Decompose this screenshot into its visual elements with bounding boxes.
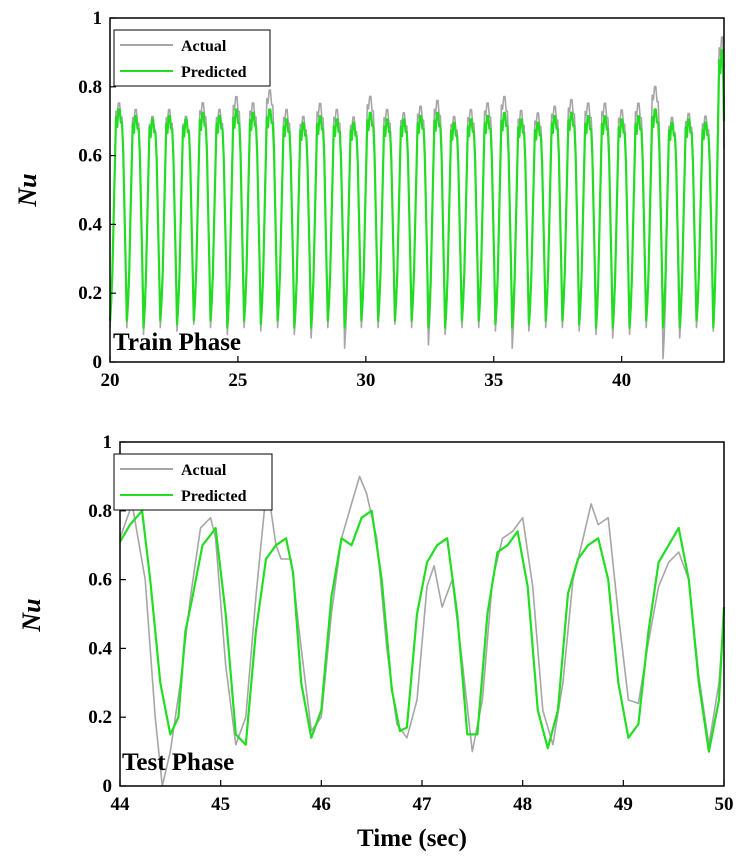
test-legend-box: [113, 453, 273, 511]
train-x-tick-label: 20: [101, 370, 120, 391]
train-x-tick-label: 30: [356, 370, 375, 391]
test-legend-predicted-label: Predicted: [181, 488, 247, 505]
test-x-tick-label: 45: [211, 794, 230, 815]
test-predicted-series-line: [119, 509, 726, 753]
train-y-tick-label: 1: [93, 8, 103, 29]
test-actual-series-line: [119, 475, 725, 787]
test-y-tick-label: 0.6: [88, 570, 112, 591]
train-legend-box: [113, 29, 271, 87]
test-x-axis-label: Time (sec): [357, 825, 467, 852]
test-x-tick-label: 50: [715, 794, 734, 815]
test-axis-ticks: 44 45 46 47 48 49 50 0 0.2 0.4 0.6 0.8 1: [88, 432, 733, 815]
train-legend-predicted-label: Predicted: [181, 64, 247, 81]
train-phase-annotation: Train Phase: [113, 329, 241, 356]
test-y-tick-label: 0: [103, 776, 113, 797]
test-y-tick-label: 0.2: [88, 707, 112, 728]
test-legend: Actual Predicted: [113, 453, 273, 511]
train-y-tick-label: 0: [93, 352, 103, 373]
test-panel: 44 45 46 47 48 49 50 0 0.2 0.4 0.6 0.8 1 Nu Time (se…: [17, 432, 734, 852]
test-x-tick-label: 48: [513, 794, 532, 815]
test-legend-actual-label: Actual: [181, 462, 227, 479]
train-x-tick-label: 40: [612, 370, 631, 391]
train-plot-frame: [109, 17, 725, 363]
test-y-tick-label: 1: [103, 432, 113, 453]
test-y-tick-label: 0.4: [88, 638, 112, 659]
train-y-tick-label: 0.4: [78, 214, 102, 235]
train-x-tick-label: 25: [228, 370, 247, 391]
test-x-tick-label: 47: [413, 794, 433, 815]
train-series-group: [108, 36, 726, 360]
test-x-tick-label: 46: [312, 794, 331, 815]
test-y-axis-label: Nu: [17, 598, 46, 632]
test-phase-annotation: Test Phase: [122, 749, 234, 776]
train-y-axis-label: Nu: [13, 173, 42, 207]
train-y-tick-label: 0.6: [78, 146, 102, 167]
train-legend: Actual Predicted: [113, 29, 271, 87]
train-axis-ticks: 20 25 30 35 40 0 0.2 0.4 0.6 0.8 1: [78, 8, 631, 391]
test-series-group: [119, 475, 726, 787]
train-legend-actual-label: Actual: [181, 38, 227, 55]
train-y-tick-label: 0.2: [78, 283, 102, 304]
train-predicted-series-line: [108, 49, 726, 329]
test-x-tick-label: 49: [614, 794, 633, 815]
test-x-tick-label: 44: [111, 794, 131, 815]
train-x-tick-label: 35: [484, 370, 503, 391]
train-y-tick-label: 0.8: [78, 77, 102, 98]
test-y-tick-label: 0.8: [88, 501, 112, 522]
